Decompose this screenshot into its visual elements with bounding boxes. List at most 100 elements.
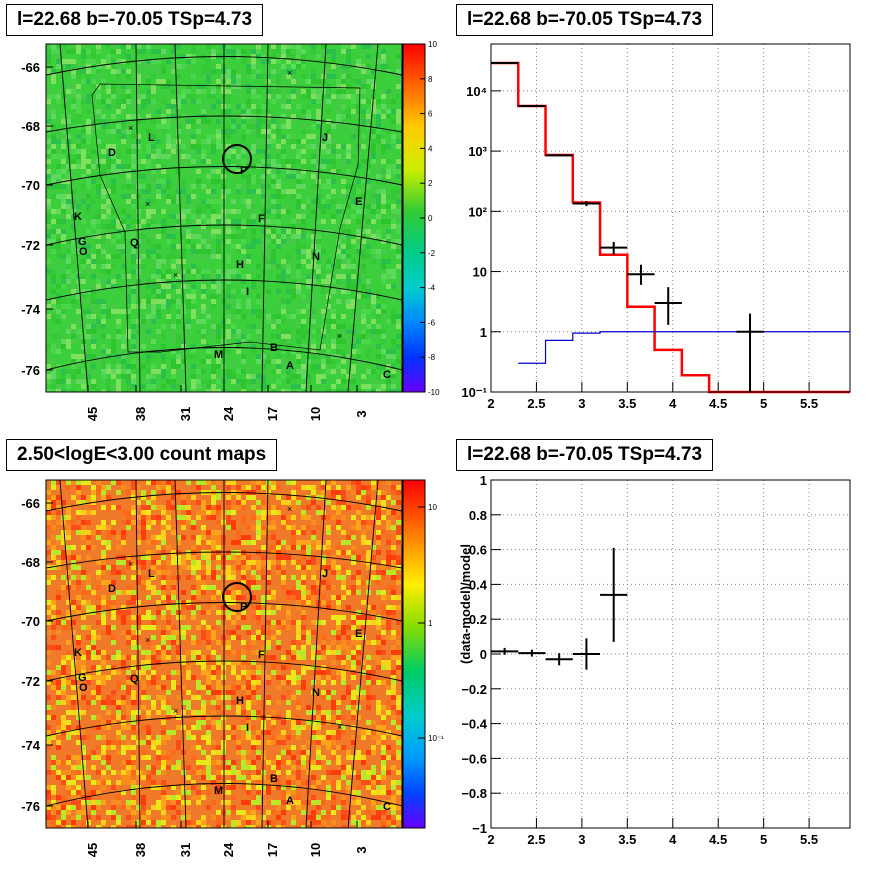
x-tick-label: 3 xyxy=(578,832,585,847)
source-label-l: L xyxy=(148,132,155,144)
bottom-count-map: ××××× L J D P E K F GO Q N H I B M A C 10 1 10⁻¹ -66 -68 -7… xyxy=(21,479,444,857)
map-y-tick-label: -70 xyxy=(21,178,40,193)
y-tick-label: 10⁻¹ xyxy=(461,385,487,400)
svg-text:×: × xyxy=(287,68,292,78)
model-total-step xyxy=(491,61,850,394)
y-tick-label: −0.8 xyxy=(461,786,487,801)
tr-title: l=22.68 b=-70.05 TSp=4.73 xyxy=(456,4,714,36)
x-tick-label: 2 xyxy=(487,832,494,847)
source-label-e: E xyxy=(355,196,362,208)
source-label-h: H xyxy=(236,695,244,707)
colorbar xyxy=(403,44,425,392)
y-tick-label: 10² xyxy=(468,204,487,219)
x-tick-label: 5.5 xyxy=(800,832,818,847)
map-y-tick-label: -76 xyxy=(21,363,40,378)
map-y-tick-label: -66 xyxy=(21,60,40,75)
source-label-q: Q xyxy=(130,237,139,249)
source-label-q: Q xyxy=(130,673,139,685)
colorbar-tick-label: -2 xyxy=(428,249,436,258)
source-label-i: I xyxy=(246,286,249,298)
data-point xyxy=(736,313,764,392)
y-tick-label: 0.6 xyxy=(469,543,487,558)
source-label-f: F xyxy=(258,649,265,661)
map-y-tick-label: -76 xyxy=(21,799,40,814)
top-count-map: × × × × × L J D P E K F GO Q N H I B M A C 10 8 6 4 2 0 -2 -4 -6 -8 -… xyxy=(21,40,440,421)
x-tick-label: 4.5 xyxy=(709,832,727,847)
map-crosses: ××××× xyxy=(128,504,342,732)
y-tick-label: 10⁴ xyxy=(466,84,487,99)
map-x-tick-label: 3 xyxy=(354,410,369,417)
source-label-b: B xyxy=(270,773,278,785)
source-labels: L J D P E K F GO Q N H I B M A C xyxy=(74,132,391,381)
data-point xyxy=(491,62,519,65)
map-y-tick-label: -74 xyxy=(21,302,41,317)
x-tick-label: 3.5 xyxy=(618,396,636,411)
map-x-tick-label: 17 xyxy=(265,407,280,421)
source-label-f: F xyxy=(258,213,265,225)
colorbar xyxy=(403,480,425,828)
colorbar-tick-label: 2 xyxy=(428,179,433,188)
source-label-k: K xyxy=(74,647,82,659)
map-x-tick-label: 3 xyxy=(354,846,369,853)
data-point xyxy=(600,241,628,255)
y-tick-label: −0.4 xyxy=(461,717,487,732)
source-label-j: J xyxy=(322,132,328,144)
residual-chart: 2 2.5 3 3.5 4 4.5 5 5.5 −1 −0.8 −0.6 −0.4 −0.2 0 0.2 0.… xyxy=(458,473,851,847)
source-label-e: E xyxy=(355,628,362,640)
source-label-g: G xyxy=(78,236,87,248)
source-label-a: A xyxy=(286,795,294,807)
y-tick-label: −0.6 xyxy=(461,751,487,766)
map-y-tick-label: -68 xyxy=(21,119,40,134)
colorbar-tick-label: 0 xyxy=(428,214,433,223)
colorbar-tick-label: -4 xyxy=(428,284,436,293)
source-circle xyxy=(222,582,252,612)
map-x-tick-label: 10 xyxy=(308,843,323,857)
map-x-tick-label: 10 xyxy=(308,407,323,421)
residual-point xyxy=(600,547,628,642)
colorbar-tick-label: 10⁻¹ xyxy=(428,734,444,743)
x-tick-label: 2 xyxy=(487,396,494,411)
source-label-l: L xyxy=(148,568,155,580)
x-tick-label: 4 xyxy=(669,396,677,411)
map-y-tick-label: -74 xyxy=(21,738,41,753)
source-label-i: I xyxy=(246,722,249,734)
colorbar-tick-label: 10 xyxy=(428,503,437,512)
source-label-m: M xyxy=(214,785,223,797)
map-x-tick-label: 45 xyxy=(85,407,100,421)
source-label-d: D xyxy=(108,147,116,159)
source-label-g: G xyxy=(78,672,87,684)
source-label-d: D xyxy=(108,583,116,595)
x-tick-label: 5 xyxy=(760,396,767,411)
y-tick-label: 10 xyxy=(473,265,487,280)
colorbar-tick-label: -8 xyxy=(428,353,436,362)
axis-ticks: 2 2.5 3 3.5 4 4.5 5 5.5 10⁻¹ 1 10 10² 10³ 10⁴ xyxy=(461,84,818,411)
colorbar-tick-label: 4 xyxy=(428,144,433,153)
map-y-tick-label: -66 xyxy=(21,496,40,511)
source-label-h: H xyxy=(236,259,244,271)
x-tick-label: 2.5 xyxy=(527,832,545,847)
data-point xyxy=(654,287,682,325)
map-y-tick-label: -68 xyxy=(21,555,40,570)
x-tick-label: 4.5 xyxy=(709,396,727,411)
source-label-p: P xyxy=(240,165,247,177)
map-x-tick-label: 38 xyxy=(133,843,148,857)
y-tick-label: 1 xyxy=(480,473,487,488)
source-label-b: B xyxy=(270,342,278,354)
y-axis-label: (data-model)/model xyxy=(458,544,473,664)
x-tick-label: 5.5 xyxy=(800,396,818,411)
map-y-tick-label: -70 xyxy=(21,614,40,629)
residual-point xyxy=(491,647,519,655)
residual-point xyxy=(518,649,546,657)
source-label-c: C xyxy=(383,369,391,381)
x-tick-label: 3.5 xyxy=(618,832,636,847)
x-tick-label: 5 xyxy=(760,832,767,847)
source-circle xyxy=(222,144,252,174)
y-tick-label: 1 xyxy=(480,325,487,340)
plot-frame xyxy=(490,43,851,393)
source-label-c: C xyxy=(383,801,391,813)
y-tick-label: 0 xyxy=(480,647,487,662)
colorbar-tick-label: 8 xyxy=(428,75,433,84)
source-labels: L J D P E K F GO Q N H I B M A C xyxy=(74,568,391,813)
source-label-n: N xyxy=(312,251,320,263)
data-point xyxy=(545,154,573,157)
